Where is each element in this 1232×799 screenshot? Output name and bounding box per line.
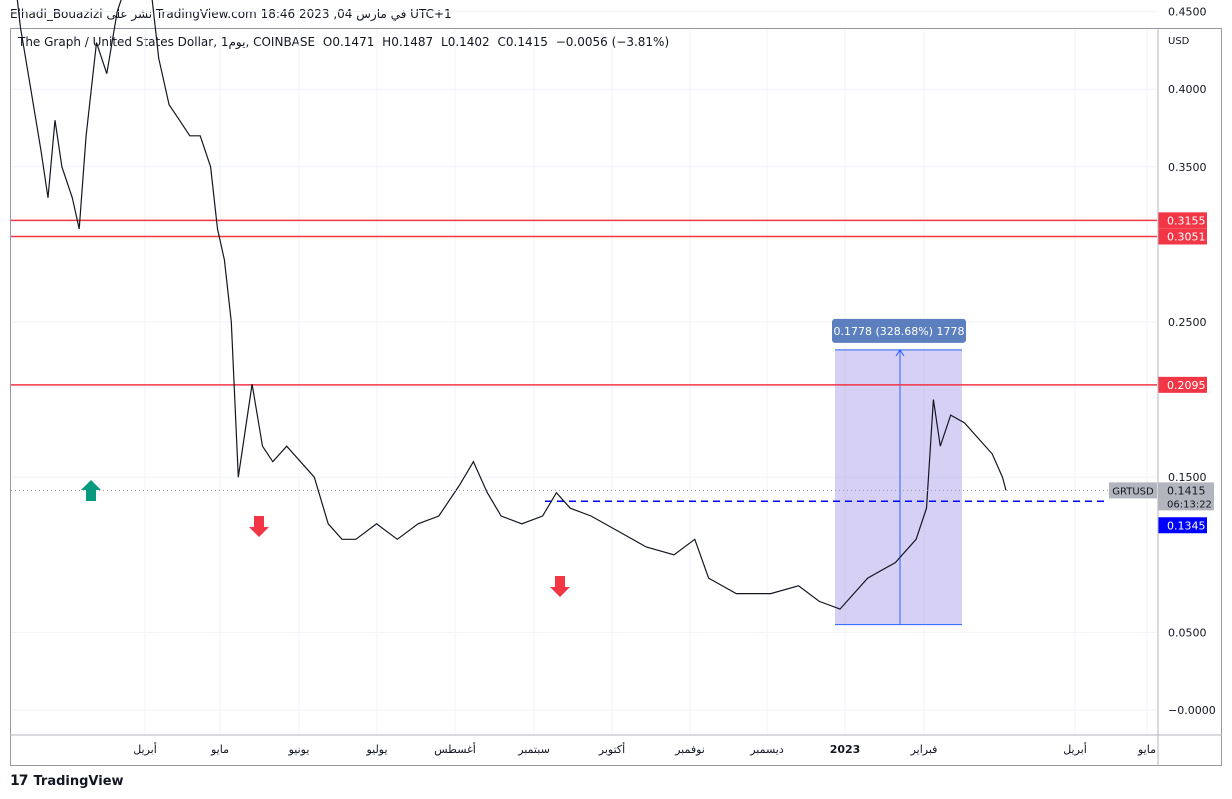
chart-frame [10, 28, 1222, 766]
low-value: L0.1402 [441, 35, 490, 49]
tradingview-logo-icon: 17 [10, 773, 29, 789]
open-value: O0.1471 [322, 35, 375, 49]
symbol-name[interactable]: The Graph / United States Dollar, 1يوم, … [18, 35, 316, 49]
close-value: C0.1415 [497, 35, 548, 49]
symbol-legend: The Graph / United States Dollar, 1يوم, … [18, 35, 673, 49]
y-tick-label: 0.4500 [1168, 6, 1207, 19]
change-value: −0.0056 (−3.81%) [555, 35, 670, 49]
high-value: H0.1487 [382, 35, 434, 49]
published-banner: Elhadi_Bouazizi نشر على TradingView.com … [10, 7, 452, 21]
footer-brand: TradingView [33, 773, 124, 789]
tradingview-logo[interactable]: 17 TradingView [10, 773, 124, 789]
